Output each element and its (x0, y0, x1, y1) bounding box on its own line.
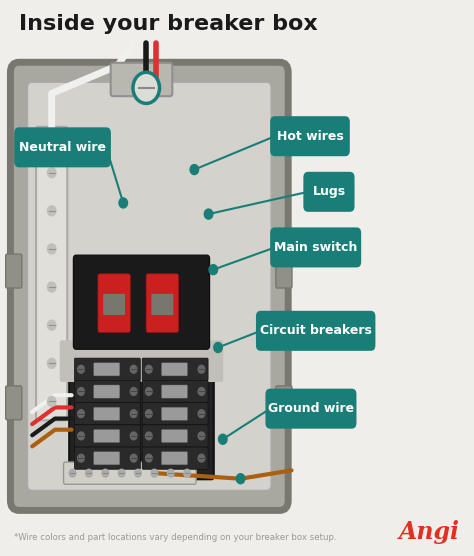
Circle shape (190, 165, 199, 175)
Circle shape (151, 469, 158, 477)
Circle shape (204, 209, 213, 219)
Circle shape (237, 474, 245, 484)
Circle shape (102, 469, 109, 477)
Circle shape (78, 388, 84, 395)
Circle shape (86, 469, 92, 477)
Circle shape (78, 410, 84, 418)
Circle shape (78, 432, 84, 440)
Circle shape (47, 168, 56, 178)
Circle shape (130, 454, 137, 462)
FancyBboxPatch shape (74, 380, 140, 403)
FancyBboxPatch shape (73, 255, 210, 349)
Circle shape (47, 206, 56, 216)
Text: Neutral wire: Neutral wire (19, 141, 106, 154)
FancyBboxPatch shape (60, 340, 223, 382)
Circle shape (47, 282, 56, 292)
FancyBboxPatch shape (27, 82, 271, 490)
FancyBboxPatch shape (94, 385, 120, 398)
FancyBboxPatch shape (74, 403, 140, 425)
FancyBboxPatch shape (36, 127, 67, 420)
FancyBboxPatch shape (94, 429, 120, 443)
Circle shape (130, 365, 137, 373)
FancyBboxPatch shape (94, 451, 120, 465)
FancyBboxPatch shape (142, 380, 208, 403)
FancyBboxPatch shape (161, 451, 188, 465)
Text: Angi: Angi (399, 520, 460, 544)
FancyBboxPatch shape (265, 389, 356, 429)
Circle shape (198, 454, 205, 462)
Circle shape (47, 358, 56, 368)
FancyBboxPatch shape (142, 358, 208, 380)
FancyBboxPatch shape (161, 407, 188, 420)
Circle shape (47, 130, 56, 140)
Text: Circuit breakers: Circuit breakers (260, 324, 372, 337)
FancyBboxPatch shape (161, 429, 188, 443)
Circle shape (47, 320, 56, 330)
Circle shape (209, 265, 218, 275)
Circle shape (146, 410, 152, 418)
Text: Lugs: Lugs (312, 185, 346, 198)
Circle shape (47, 244, 56, 254)
Circle shape (146, 365, 152, 373)
FancyBboxPatch shape (6, 254, 22, 288)
Circle shape (146, 454, 152, 462)
FancyBboxPatch shape (276, 386, 292, 420)
Circle shape (198, 432, 205, 440)
FancyBboxPatch shape (142, 425, 208, 447)
Circle shape (78, 365, 84, 373)
FancyBboxPatch shape (74, 447, 140, 469)
Text: Ground wire: Ground wire (268, 402, 354, 415)
FancyBboxPatch shape (94, 363, 120, 376)
Text: Main switch: Main switch (274, 241, 357, 254)
Circle shape (69, 469, 76, 477)
Circle shape (146, 388, 152, 395)
FancyBboxPatch shape (10, 62, 288, 510)
Circle shape (167, 469, 174, 477)
Text: Inside your breaker box: Inside your breaker box (19, 14, 318, 34)
FancyBboxPatch shape (69, 349, 214, 479)
Circle shape (133, 72, 159, 103)
Circle shape (118, 469, 125, 477)
Circle shape (198, 388, 205, 395)
Text: *Wire colors and part locations vary depending on your breaker box setup.: *Wire colors and part locations vary dep… (14, 533, 337, 542)
FancyBboxPatch shape (142, 403, 208, 425)
FancyBboxPatch shape (276, 254, 292, 288)
Circle shape (47, 396, 56, 406)
Circle shape (130, 432, 137, 440)
FancyBboxPatch shape (303, 172, 355, 212)
FancyBboxPatch shape (103, 294, 125, 315)
Circle shape (130, 410, 137, 418)
FancyBboxPatch shape (64, 462, 196, 484)
Circle shape (78, 454, 84, 462)
FancyBboxPatch shape (256, 311, 375, 351)
Circle shape (184, 469, 191, 477)
FancyBboxPatch shape (270, 116, 350, 156)
FancyBboxPatch shape (110, 63, 173, 96)
Circle shape (219, 434, 227, 444)
FancyBboxPatch shape (270, 227, 361, 267)
Circle shape (198, 410, 205, 418)
Text: Hot wires: Hot wires (277, 130, 343, 143)
Circle shape (119, 198, 128, 208)
Circle shape (214, 342, 222, 353)
FancyBboxPatch shape (74, 425, 140, 447)
FancyBboxPatch shape (161, 385, 188, 398)
Circle shape (146, 432, 152, 440)
FancyBboxPatch shape (146, 274, 179, 332)
FancyBboxPatch shape (94, 407, 120, 420)
FancyBboxPatch shape (6, 386, 22, 420)
FancyBboxPatch shape (161, 363, 188, 376)
Circle shape (130, 388, 137, 395)
FancyBboxPatch shape (14, 127, 111, 167)
FancyBboxPatch shape (74, 358, 140, 380)
FancyBboxPatch shape (98, 274, 130, 332)
Circle shape (135, 469, 141, 477)
FancyBboxPatch shape (151, 294, 173, 315)
FancyBboxPatch shape (142, 447, 208, 469)
Circle shape (198, 365, 205, 373)
